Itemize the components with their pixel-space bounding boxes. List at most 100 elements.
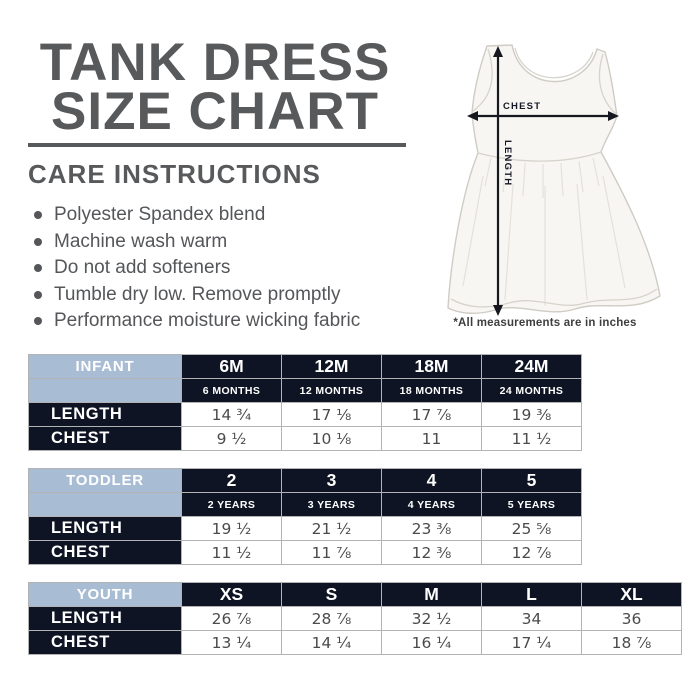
title-divider [28, 143, 406, 147]
care-instructions-list: Polyester Spandex blend Machine wash war… [34, 202, 434, 335]
measurement-value: 11 ½ [481, 426, 582, 451]
care-item-text: Machine wash warm [54, 230, 228, 252]
dress-silhouette [447, 44, 661, 315]
measurement-value: 19 ½ [181, 516, 282, 541]
measurement-value: 26 ⅞ [181, 606, 282, 631]
measurement-value: 21 ½ [281, 516, 382, 541]
measure-row-label: CHEST [28, 540, 182, 565]
measurement-value: 32 ½ [381, 606, 482, 631]
bullet-icon [34, 317, 42, 325]
infant-size-table: INFANT 6M 12M 18M 24M 6 MONTHS 12 MONTHS… [28, 354, 582, 451]
chest-arrow-label: CHEST [503, 101, 541, 112]
age-subheader: 4 YEARS [381, 492, 482, 517]
size-column-header: 5 [481, 468, 582, 493]
care-item: Tumble dry low. Remove promptly [34, 282, 434, 309]
measurement-value: 10 ⅛ [281, 426, 382, 451]
measurement-value: 14 ¼ [281, 630, 382, 655]
table-row: LENGTH 14 ¾ 17 ⅛ 17 ⅞ 19 ⅜ [28, 402, 582, 427]
measurement-value: 13 ¼ [181, 630, 282, 655]
age-subheader: 3 YEARS [281, 492, 382, 517]
measurement-value: 11 [381, 426, 482, 451]
title-line-2: SIZE CHART [51, 82, 379, 141]
size-column-header: 4 [381, 468, 482, 493]
measurement-value: 11 ⅞ [281, 540, 382, 565]
size-column-header: 3 [281, 468, 382, 493]
age-subheader: 6 MONTHS [181, 378, 282, 403]
measurement-value: 9 ½ [181, 426, 282, 451]
size-column-header: 12M [281, 354, 382, 379]
youth-size-table: YOUTH XS S M L XL LENGTH 26 ⅞ 28 ⅞ 32 ½ … [28, 582, 682, 655]
measurement-value: 34 [481, 606, 582, 631]
chest-arrow [467, 111, 619, 121]
measurements-note: *All measurements are in inches [453, 317, 637, 329]
measurement-value: 28 ⅞ [281, 606, 382, 631]
measurement-value: 19 ⅜ [481, 402, 582, 427]
table-row: YOUTH XS S M L XL [28, 582, 682, 607]
care-item: Polyester Spandex blend [34, 202, 434, 229]
page-title: TANK DRESS SIZE CHART [15, 33, 415, 141]
age-subheader: 2 YEARS [181, 492, 282, 517]
size-column-header: 2 [181, 468, 282, 493]
tank-dress-illustration: CHEST LENGTH [447, 44, 661, 316]
bullet-icon [34, 290, 42, 299]
measurement-value: 18 ⅞ [581, 630, 682, 655]
toddler-size-table: TODDLER 2 3 4 5 2 YEARS 3 YEARS 4 YEARS … [28, 468, 582, 565]
measurement-value: 14 ¾ [181, 402, 282, 427]
measurement-value: 17 ⅞ [381, 402, 482, 427]
length-arrow [493, 46, 503, 316]
care-item-text: Polyester Spandex blend [54, 204, 266, 225]
care-item: Machine wash warm [34, 229, 434, 256]
hem-band [450, 288, 658, 308]
size-column-header: L [481, 582, 582, 607]
measurement-value: 25 ⅝ [481, 516, 582, 541]
measurement-value: 11 ½ [181, 540, 282, 565]
size-column-header: 24M [481, 354, 582, 379]
measure-row-label: CHEST [28, 630, 182, 655]
measurement-value: 12 ⅜ [381, 540, 482, 565]
measurement-value: 36 [581, 606, 682, 631]
measure-row-label: LENGTH [28, 606, 182, 631]
measurement-value: 16 ¼ [381, 630, 482, 655]
left-armhole [472, 48, 493, 112]
age-subheader: 12 MONTHS [281, 378, 382, 403]
measurement-value: 12 ⅞ [481, 540, 582, 565]
bullet-icon [34, 211, 42, 219]
skirt-folds [462, 175, 626, 306]
group-label: TODDLER [28, 468, 182, 493]
care-item: Performance moisture wicking fabric [34, 308, 434, 335]
care-item-text: Tumble dry low. Remove promptly [54, 283, 341, 305]
age-subheader: 24 MONTHS [481, 378, 582, 403]
length-arrow-label: LENGTH [502, 140, 513, 186]
measurement-value: 17 ⅛ [281, 402, 382, 427]
table-row: INFANT 6M 12M 18M 24M [28, 354, 582, 379]
table-row: TODDLER 2 3 4 5 [28, 468, 582, 493]
size-column-header: 18M [381, 354, 482, 379]
measure-row-label: CHEST [28, 426, 182, 451]
size-column-header: S [281, 582, 382, 607]
measure-row-label: LENGTH [28, 516, 182, 541]
table-row: CHEST 13 ¼ 14 ¼ 16 ¼ 17 ¼ 18 ⅞ [28, 630, 682, 655]
size-column-header: XS [181, 582, 282, 607]
table-row: LENGTH 26 ⅞ 28 ⅞ 32 ½ 34 36 [28, 606, 682, 631]
bullet-icon [34, 264, 42, 272]
table-row: LENGTH 19 ½ 21 ½ 23 ⅜ 25 ⅝ [28, 516, 582, 541]
care-item: Do not add softeners [34, 255, 434, 282]
group-spacer-cell [28, 378, 182, 403]
measurement-value: 17 ¼ [481, 630, 582, 655]
group-label: YOUTH [28, 582, 182, 607]
table-row: CHEST 11 ½ 11 ⅞ 12 ⅜ 12 ⅞ [28, 540, 582, 565]
right-armhole [598, 53, 617, 115]
title-line-1: TANK DRESS [39, 33, 391, 92]
care-item-text: Performance moisture wicking fabric [54, 310, 361, 331]
care-instructions-heading: CARE INSTRUCTIONS [28, 159, 321, 189]
waist-seam [477, 151, 602, 162]
table-row: CHEST 9 ½ 10 ⅛ 11 11 ½ [28, 426, 582, 451]
care-item-text: Do not add softeners [54, 257, 231, 278]
table-row: 2 YEARS 3 YEARS 4 YEARS 5 YEARS [28, 492, 582, 517]
size-column-header: 6M [181, 354, 282, 379]
table-row: 6 MONTHS 12 MONTHS 18 MONTHS 24 MONTHS [28, 378, 582, 403]
size-column-header: XL [581, 582, 682, 607]
measure-row-label: LENGTH [28, 402, 182, 427]
bullet-icon [34, 237, 42, 246]
